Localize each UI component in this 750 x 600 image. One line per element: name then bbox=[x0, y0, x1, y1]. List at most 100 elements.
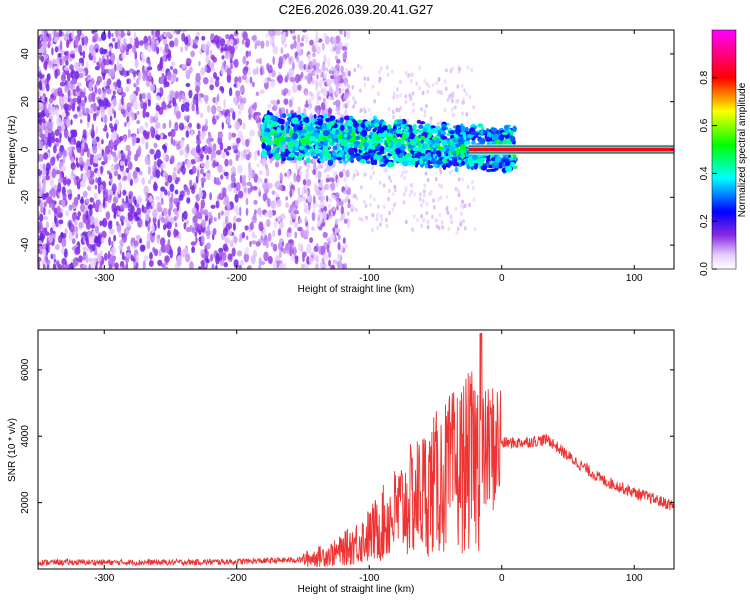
noise-mark bbox=[424, 171, 428, 176]
noise-mark bbox=[160, 132, 164, 139]
noise-mark bbox=[46, 75, 50, 84]
noise-mark bbox=[293, 221, 299, 229]
noise-mark bbox=[248, 50, 252, 57]
noise-mark bbox=[238, 237, 242, 243]
noise-mark bbox=[285, 75, 288, 82]
noise-mark bbox=[239, 260, 244, 266]
noise-mark bbox=[253, 199, 258, 205]
noise-mark bbox=[96, 106, 101, 111]
noise-mark bbox=[215, 264, 218, 269]
noise-mark bbox=[231, 132, 237, 138]
noise-mark bbox=[38, 227, 42, 233]
snr-x-ticks: -300 -200 -100 0 100 bbox=[94, 330, 643, 584]
noise-mark bbox=[391, 207, 395, 212]
noise-mark bbox=[175, 106, 179, 111]
noise-mark bbox=[86, 158, 90, 167]
noise-mark bbox=[103, 97, 109, 107]
noise-mark bbox=[148, 260, 154, 267]
signal-mark bbox=[377, 143, 381, 148]
snr-y-label: SNR (10 * v/v) bbox=[7, 418, 18, 482]
signal-mark bbox=[435, 126, 441, 131]
noise-mark bbox=[61, 124, 66, 131]
noise-mark bbox=[94, 236, 100, 243]
signal-mark bbox=[289, 141, 295, 147]
signal-mark bbox=[432, 153, 437, 157]
noise-mark bbox=[176, 259, 182, 267]
noise-mark bbox=[71, 238, 76, 245]
noise-mark bbox=[42, 83, 46, 92]
noise-mark bbox=[62, 176, 68, 186]
noise-mark bbox=[113, 97, 117, 106]
signal-mark bbox=[468, 160, 475, 168]
noise-mark bbox=[110, 138, 113, 148]
noise-mark bbox=[191, 149, 195, 156]
noise-mark bbox=[267, 103, 272, 109]
noise-mark bbox=[239, 102, 245, 111]
noise-mark bbox=[233, 259, 239, 268]
noise-mark bbox=[387, 107, 391, 112]
noise-mark bbox=[145, 191, 149, 202]
noise-mark bbox=[117, 210, 121, 216]
noise-mark bbox=[210, 204, 216, 209]
noise-mark bbox=[111, 133, 117, 140]
noise-mark bbox=[248, 106, 252, 115]
noise-mark bbox=[198, 266, 202, 269]
signal-mark bbox=[477, 123, 484, 128]
noise-mark bbox=[185, 220, 189, 225]
noise-mark bbox=[318, 208, 321, 214]
signal-mark bbox=[459, 131, 467, 136]
signal-mark bbox=[401, 133, 407, 141]
noise-mark bbox=[320, 179, 323, 185]
noise-mark bbox=[92, 154, 99, 164]
noise-mark bbox=[288, 239, 294, 245]
noise-mark bbox=[191, 246, 196, 253]
noise-mark bbox=[446, 210, 450, 215]
noise-mark bbox=[315, 62, 321, 68]
noise-mark bbox=[51, 168, 57, 179]
noise-mark bbox=[233, 58, 239, 68]
noise-mark bbox=[233, 236, 238, 244]
noise-mark bbox=[176, 201, 180, 212]
signal-mark bbox=[440, 123, 446, 128]
noise-mark bbox=[127, 121, 131, 128]
noise-mark bbox=[117, 174, 121, 180]
noise-mark bbox=[352, 104, 355, 109]
spectrogram-x-label: Height of straight line (km) bbox=[298, 284, 415, 295]
noise-mark bbox=[285, 108, 289, 115]
noise-mark bbox=[38, 103, 44, 111]
noise-mark bbox=[38, 131, 41, 137]
noise-mark bbox=[272, 261, 278, 269]
noise-mark bbox=[257, 150, 260, 157]
noise-mark bbox=[429, 116, 433, 121]
noise-mark bbox=[279, 172, 283, 181]
noise-mark bbox=[305, 68, 308, 73]
noise-mark bbox=[137, 71, 142, 81]
signal-mark bbox=[471, 140, 476, 146]
noise-mark bbox=[408, 192, 412, 198]
noise-mark bbox=[426, 225, 430, 230]
signal-mark bbox=[393, 137, 399, 143]
noise-mark bbox=[177, 246, 182, 256]
noise-mark bbox=[201, 219, 207, 228]
noise-mark bbox=[135, 234, 141, 240]
noise-mark bbox=[89, 262, 95, 269]
noise-mark bbox=[132, 45, 137, 54]
noise-mark bbox=[82, 190, 88, 198]
noise-mark bbox=[61, 246, 65, 255]
noise-mark bbox=[348, 92, 352, 97]
noise-mark bbox=[226, 73, 232, 83]
noise-mark bbox=[126, 245, 131, 252]
noise-mark bbox=[104, 114, 108, 125]
noise-mark bbox=[468, 94, 472, 100]
signal-mark bbox=[409, 132, 415, 140]
noise-mark bbox=[317, 190, 321, 195]
noise-mark bbox=[265, 219, 271, 228]
noise-mark bbox=[214, 79, 220, 88]
noise-mark bbox=[190, 159, 196, 165]
noise-mark bbox=[164, 43, 169, 54]
noise-mark bbox=[90, 129, 95, 139]
signal-mark bbox=[480, 138, 486, 145]
signal-mark bbox=[396, 141, 402, 148]
noise-mark bbox=[308, 105, 312, 110]
